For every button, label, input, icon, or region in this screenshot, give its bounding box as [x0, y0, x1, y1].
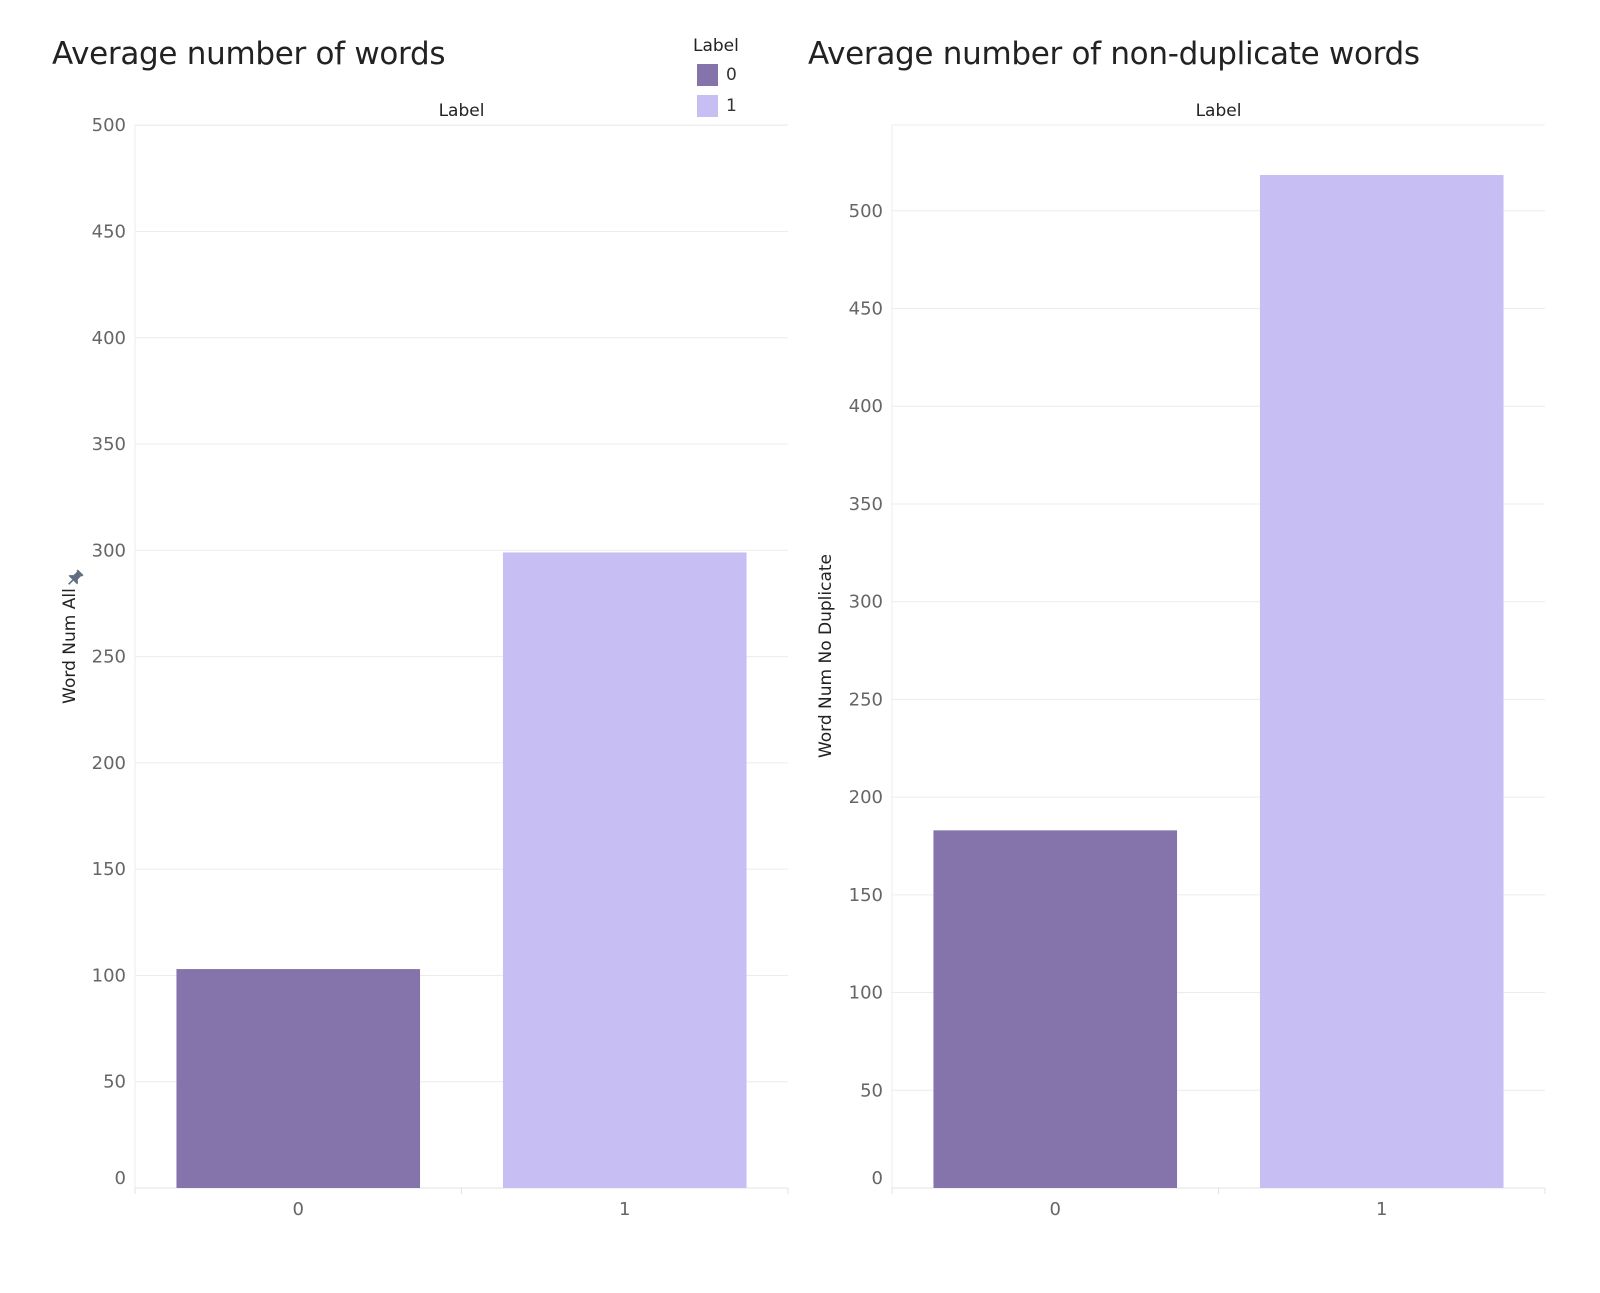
y-tick-label: 150 — [849, 885, 883, 906]
y-tick-label: 100 — [92, 965, 126, 986]
y-tick-label: 500 — [849, 201, 883, 222]
y-tick-label: 250 — [92, 647, 126, 668]
y-tick-label: 100 — [849, 983, 883, 1004]
legend-label-1: 1 — [726, 96, 737, 116]
y-tick-label: 450 — [849, 299, 883, 320]
x-tick-label: 1 — [619, 1199, 630, 1220]
legend-title: Label — [693, 36, 739, 56]
x-axis-title: Label — [1196, 101, 1242, 121]
x-tick-label: 0 — [293, 1199, 304, 1220]
y-tick-label: 0 — [872, 1168, 883, 1189]
bar-0 — [176, 969, 421, 1188]
x-tick-label: 1 — [1376, 1199, 1387, 1220]
y-tick-label: 250 — [849, 689, 883, 710]
y-axis-title: Word Num All — [60, 588, 80, 704]
x-axis-title: Label — [439, 101, 485, 121]
legend-item-1[interactable]: 1 — [692, 95, 772, 117]
y-tick-label: 200 — [92, 753, 126, 774]
bar-1 — [1259, 175, 1504, 1188]
chart-title-word-count: Average number of words — [52, 36, 446, 72]
bar-1 — [502, 552, 747, 1188]
y-tick-label: 400 — [92, 328, 126, 349]
y-tick-label: 50 — [860, 1080, 883, 1101]
y-tick-label: 450 — [92, 221, 126, 242]
y-tick-label: 300 — [849, 592, 883, 613]
legend-label-0: 0 — [726, 65, 737, 85]
y-tick-label: 0 — [115, 1168, 126, 1189]
y-tick-label: 350 — [849, 494, 883, 515]
legend-item-0[interactable]: 0 — [692, 64, 772, 86]
x-tick-label: 0 — [1050, 1199, 1061, 1220]
y-tick-label: 350 — [92, 434, 126, 455]
legend-swatch-0 — [697, 64, 718, 86]
pin-icon[interactable] — [64, 568, 85, 589]
y-tick-label: 200 — [849, 787, 883, 808]
bar-0 — [933, 830, 1178, 1188]
chart-title-unique-word-count: Average number of non-duplicate words — [808, 36, 1420, 72]
y-tick-label: 300 — [92, 540, 126, 561]
y-axis-title: Word Num No Duplicate — [816, 554, 836, 758]
y-tick-label: 150 — [92, 859, 126, 880]
legend-swatch-1 — [697, 95, 718, 117]
y-tick-label: 500 — [92, 115, 126, 136]
color-legend: Label 0 1 — [692, 36, 772, 117]
y-tick-label: 50 — [103, 1072, 126, 1093]
y-tick-label: 400 — [849, 396, 883, 417]
